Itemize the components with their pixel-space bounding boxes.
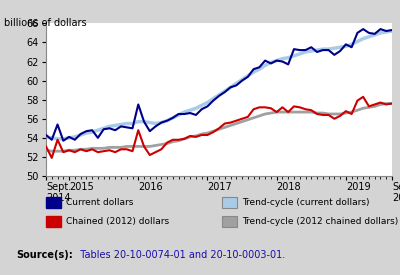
Text: Chained (2012) dollars: Chained (2012) dollars [66, 217, 169, 226]
Text: Trend-cycle (current dollars): Trend-cycle (current dollars) [242, 198, 370, 207]
Text: Trend-cycle (2012 chained dollars): Trend-cycle (2012 chained dollars) [242, 217, 398, 226]
Text: billions of dollars: billions of dollars [4, 18, 87, 28]
Text: Tables 20-10-0074-01 and 20-10-0003-01.: Tables 20-10-0074-01 and 20-10-0003-01. [74, 250, 285, 260]
Text: Current dollars: Current dollars [66, 198, 133, 207]
Text: Source(s):: Source(s): [16, 250, 73, 260]
